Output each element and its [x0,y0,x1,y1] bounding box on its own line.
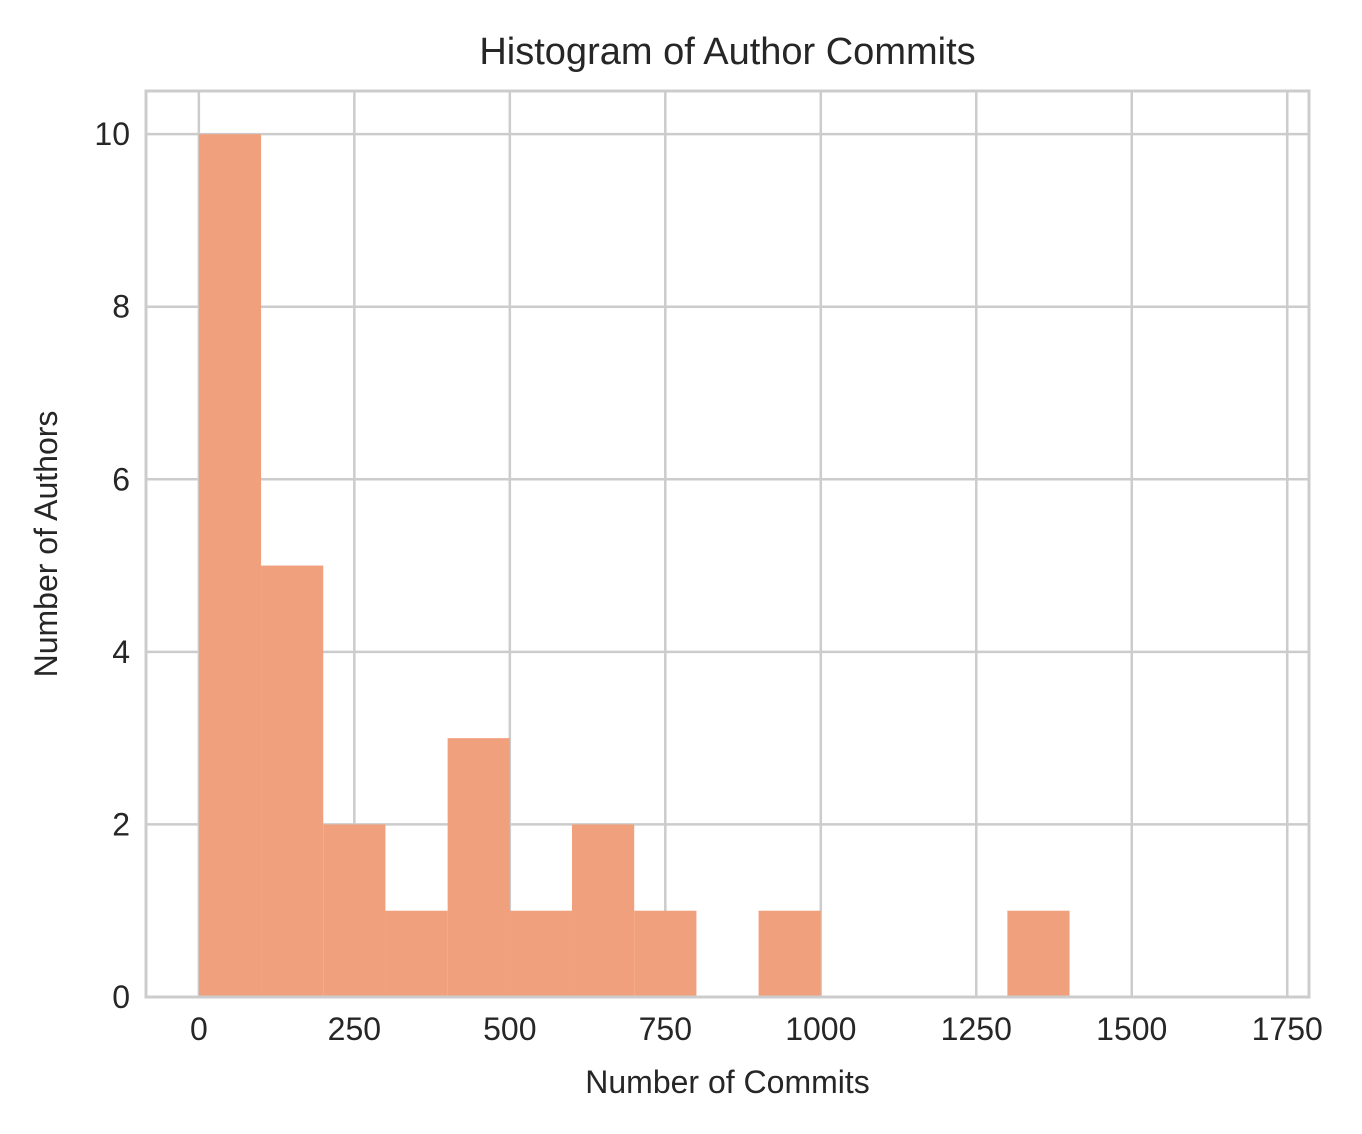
chart-title: Histogram of Author Commits [479,31,975,73]
x-tick-labels: 0 250 500 750 1000 1250 1500 1750 [190,1011,1323,1047]
histogram-bar [261,565,324,997]
histogram-bars [198,134,1070,998]
histogram-bar [1007,910,1070,997]
x-axis-title: Number of Commits [585,1064,870,1100]
histogram-bar [634,910,697,997]
x-tick-label: 0 [190,1011,208,1047]
plot-frame [144,89,1311,999]
histogram-bar [572,824,635,997]
x-tick-label: 500 [483,1011,536,1047]
histogram-bar [385,910,448,997]
y-axis-title: Number of Authors [28,411,64,678]
x-tick-label: 1000 [785,1011,856,1047]
y-tick-label: 4 [112,634,130,670]
histogram-bar [323,824,386,997]
y-tick-labels: 0 2 4 6 8 10 [94,116,130,1015]
x-tick-label: 1500 [1096,1011,1167,1047]
x-tick-label: 750 [639,1011,692,1047]
x-tick-label: 250 [328,1011,381,1047]
histogram-bar [509,910,573,997]
x-tick-label: 1750 [1252,1011,1323,1047]
histogram-bar [447,738,510,997]
y-tick-label: 0 [112,979,130,1015]
y-tick-label: 6 [112,461,130,497]
y-tick-label: 8 [112,289,130,325]
y-tick-label: 2 [112,806,130,842]
x-tick-label: 1250 [941,1011,1012,1047]
y-tick-label: 10 [94,116,130,152]
histogram-bar [758,910,821,997]
histogram-bar [198,134,262,998]
